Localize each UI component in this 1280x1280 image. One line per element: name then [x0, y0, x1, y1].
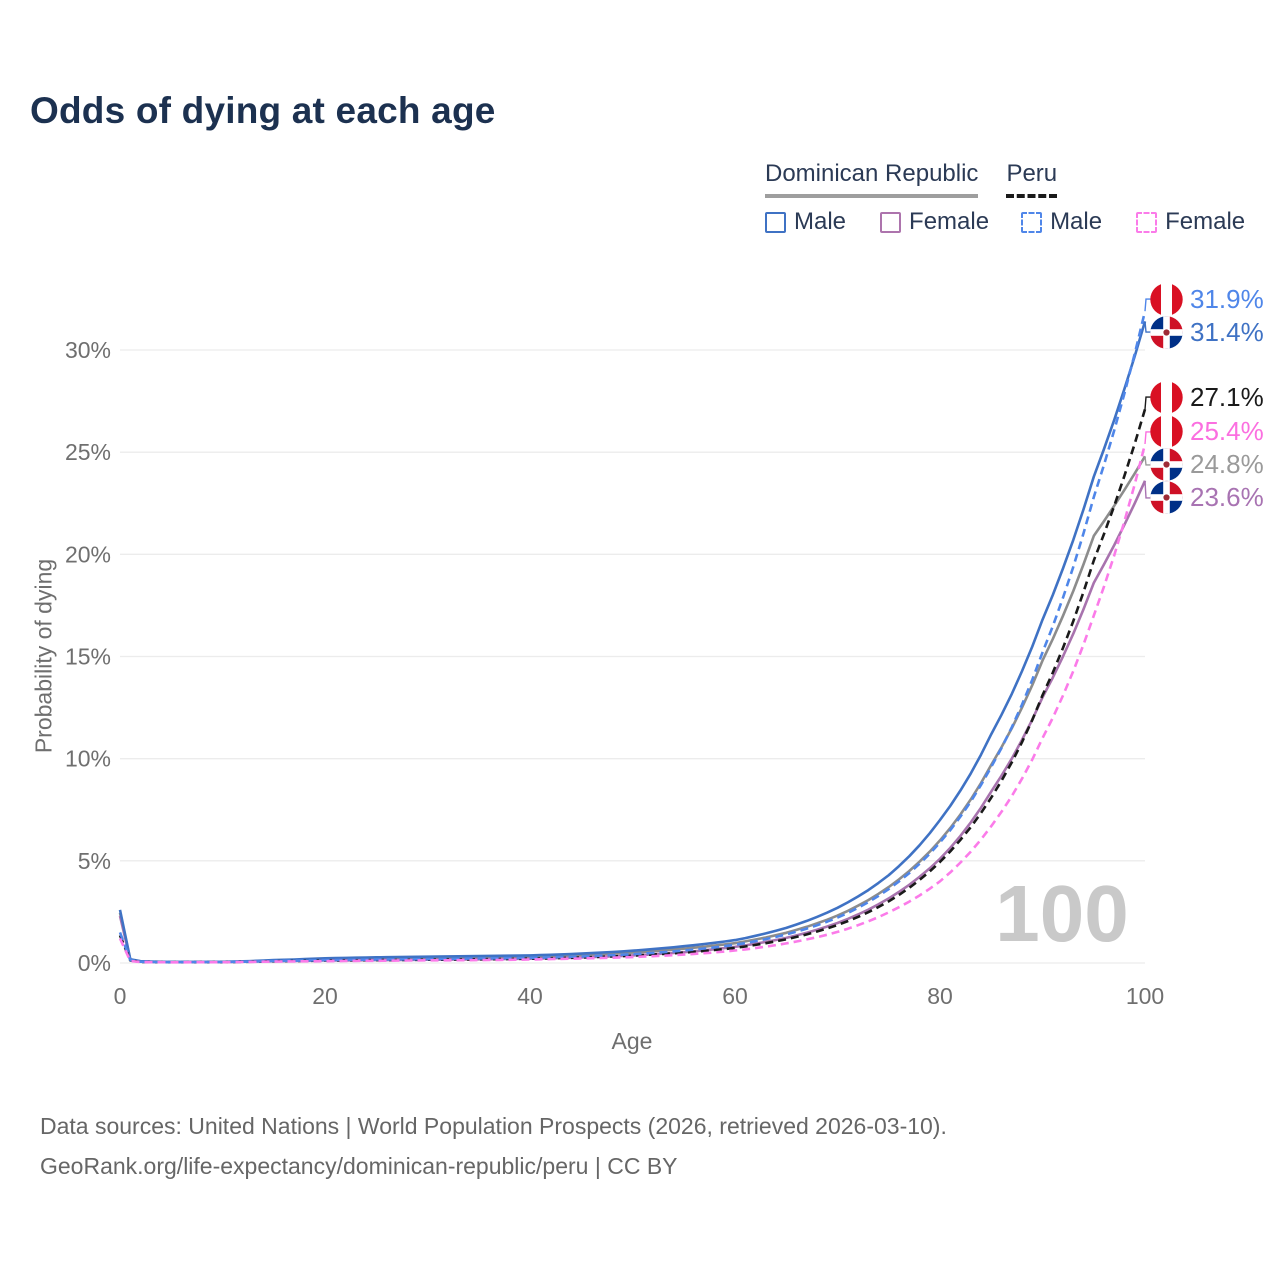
y-tick-label: 25% [65, 439, 111, 465]
legend-group-peru-items: Male Female [1021, 208, 1245, 236]
end-label-value: 23.6% [1190, 482, 1264, 513]
end-label-value: 25.4% [1190, 416, 1264, 447]
legend-group-dominican-republic[interactable]: Dominican Republic [765, 160, 979, 198]
series-line-dominican-republic-female[interactable] [118, 480, 1147, 964]
legend: Dominican Republic Peru Male Female Male [765, 160, 1245, 236]
checkbox-dr-female-icon[interactable] [880, 211, 902, 233]
legend-series-toggles: Male Female Male Female [765, 208, 1245, 236]
legend-item-peru-female[interactable]: Female [1136, 208, 1245, 236]
end-label-value: 31.9% [1190, 283, 1264, 314]
age-watermark: 100 [995, 869, 1128, 958]
end-label-value: 27.1% [1190, 381, 1264, 412]
series-line-dominican-republic-both[interactable] [118, 455, 1147, 964]
series-line-peru-female[interactable] [118, 443, 1147, 964]
legend-group-peru[interactable]: Peru [1006, 160, 1058, 198]
dominican-republic-flag-icon [1150, 315, 1183, 349]
legend-item-dr-female[interactable]: Female [880, 208, 989, 236]
end-label-value: 24.8% [1190, 449, 1264, 480]
end-label-value: 31.4% [1190, 316, 1264, 347]
y-tick-label: 15% [65, 644, 111, 670]
legend-country-headers: Dominican Republic Peru [765, 160, 1245, 198]
y-tick-label: 30% [65, 337, 111, 363]
series-end-label: 23.6% [1150, 481, 1264, 515]
y-tick-label: 10% [65, 746, 111, 772]
x-tick-label: 0 [114, 983, 127, 1009]
x-axis-title: Age [611, 1028, 653, 1054]
legend-item-label: Male [794, 208, 847, 235]
series-end-label: 24.8% [1150, 448, 1264, 482]
x-tick-label: 40 [517, 983, 543, 1009]
page-title: Odds of dying at each age [30, 90, 496, 131]
y-axis-title: Probability of dying [30, 558, 57, 754]
legend-group-dr-items: Male Female [765, 208, 989, 236]
x-tick-label: 100 [1126, 983, 1164, 1009]
peru-flag-icon [1150, 380, 1183, 414]
checkbox-dr-male-icon[interactable] [765, 211, 786, 233]
legend-item-label: Female [909, 208, 990, 235]
series-line-dominican-republic-male[interactable] [118, 321, 1147, 964]
y-tick-label: 20% [65, 541, 111, 567]
y-tick-label: 5% [78, 848, 111, 874]
peru-flag-icon [1150, 415, 1183, 449]
series-end-label: 25.4% [1150, 415, 1264, 449]
footer-attribution: GeoRank.org/life-expectancy/dominican-re… [40, 1153, 678, 1179]
legend-item-label: Male [1050, 208, 1103, 235]
dominican-republic-flag-icon [1150, 448, 1183, 482]
series-end-label: 31.4% [1150, 315, 1264, 349]
series-line-peru-male[interactable] [118, 310, 1147, 964]
legend-item-dr-male[interactable]: Male [765, 208, 846, 236]
legend-item-peru-male[interactable]: Male [1021, 208, 1102, 236]
checkbox-peru-female-icon[interactable] [1136, 211, 1158, 233]
chart-canvas: 0% 5% 10% 15% 20% 25% 30% 0 20 40 60 80 100 100 [65, 298, 1164, 1009]
footer: Data sources: United Nations | World Pop… [40, 1106, 947, 1186]
peru-flag-icon [1150, 282, 1183, 316]
series-end-label: 31.9% [1150, 282, 1264, 316]
y-tick-label: 0% [78, 950, 111, 976]
x-tick-label: 80 [927, 983, 953, 1009]
footer-data-sources: Data sources: United Nations | World Pop… [40, 1113, 947, 1139]
x-tick-label: 60 [722, 983, 748, 1009]
dominican-republic-flag-icon [1150, 481, 1183, 515]
legend-item-label: Female [1165, 208, 1246, 235]
series-end-label: 27.1% [1150, 380, 1264, 414]
x-tick-label: 20 [312, 983, 338, 1009]
series-line-peru-both[interactable] [118, 408, 1147, 964]
checkbox-peru-male-icon[interactable] [1021, 211, 1043, 233]
